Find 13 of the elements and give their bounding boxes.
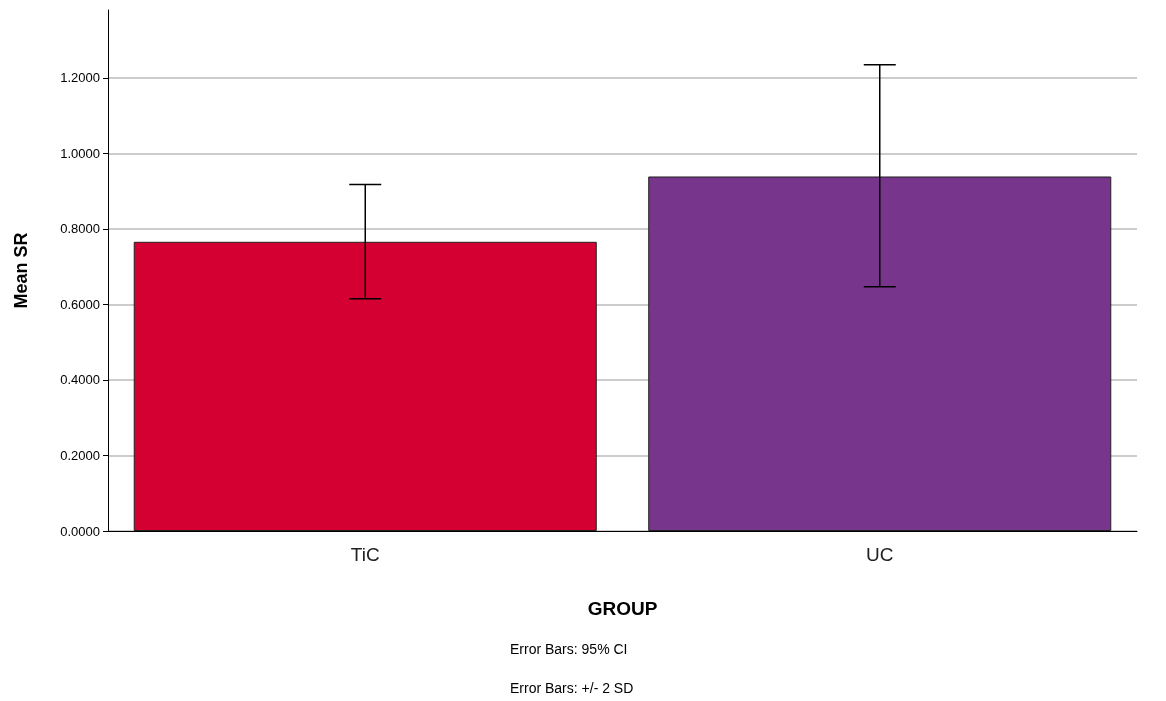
y-tick-label: 1.2000: [60, 70, 100, 86]
text: Error Bars: +/- 2 SD: [510, 680, 634, 696]
y-tick-label: 0.6000: [60, 296, 100, 312]
y-tick-label: 0.0000: [60, 523, 100, 539]
x-tick-label: TiC: [350, 544, 380, 565]
y-tick-label: 0.4000: [60, 372, 100, 388]
y-axis-title: Mean SR: [11, 232, 31, 309]
x-tick-label: UC: [866, 544, 894, 565]
x-axis-title: GROUP: [587, 598, 658, 619]
y-tick-label: 0.2000: [60, 447, 100, 463]
text: Error Bars: 95% CI: [510, 641, 628, 657]
y-tick-label: 0.8000: [60, 221, 100, 237]
y-tick-label: 1.0000: [60, 145, 100, 161]
